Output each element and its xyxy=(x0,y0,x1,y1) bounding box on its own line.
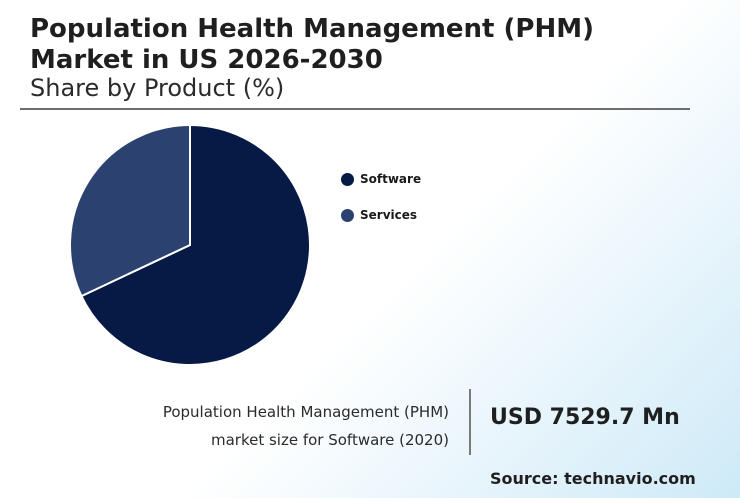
pie-slice-services xyxy=(69,123,191,298)
legend-label-services: Services xyxy=(360,208,418,222)
chart-subtitle: Share by Product (%) xyxy=(30,74,285,102)
title-line-2: Market in US 2026-2030 xyxy=(30,45,383,75)
market-size-value: USD 7529.7 Mn xyxy=(490,405,680,430)
caption-divider xyxy=(469,389,471,455)
legend-item-software: Software xyxy=(341,172,422,211)
chart-title: Population Health Management (PHM) Marke… xyxy=(30,14,594,76)
legend: Software Services xyxy=(341,172,422,247)
caption-line-2: market size for Software (2020) xyxy=(210,431,449,449)
title-line-1: Population Health Management (PHM) xyxy=(30,14,594,44)
market-size-caption: Population Health Management (PHM) marke… xyxy=(163,398,449,454)
caption-line-1: Population Health Management (PHM) xyxy=(162,403,449,421)
pie-slice-software xyxy=(80,123,311,366)
header-divider xyxy=(20,108,690,110)
legend-swatch-software xyxy=(341,172,354,186)
legend-label-software: Software xyxy=(360,172,422,186)
source-credit: Source: technavio.com xyxy=(490,469,696,488)
legend-swatch-services xyxy=(341,208,354,222)
legend-item-services: Services xyxy=(341,208,421,247)
